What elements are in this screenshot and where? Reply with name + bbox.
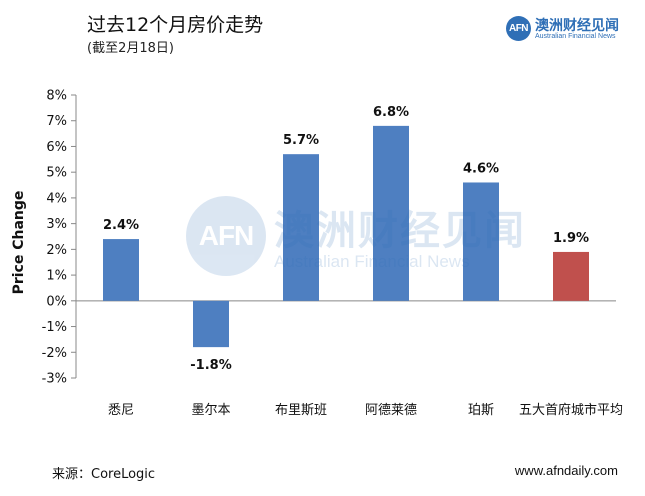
y-tick-label: 7% [46,114,67,129]
x-tick-label: 布里斯班 [275,403,327,418]
data-label: 4.6% [463,161,499,176]
y-tick-label: 0% [46,294,67,309]
bar [463,182,499,300]
x-tick-label: 阿德莱德 [365,403,417,418]
data-label: 1.9% [553,231,589,246]
y-tick-label: 5% [46,166,67,181]
y-tick-label: 4% [46,191,67,206]
y-tick-label: 1% [46,269,67,284]
x-tick-label: 墨尔本 [191,403,230,418]
data-label: 6.8% [373,105,409,120]
y-tick-label: -2% [42,346,67,361]
x-tick-label: 五大首府城市平均 [519,402,623,418]
bar [373,126,409,301]
bar [193,301,229,347]
data-label: 5.7% [283,133,319,148]
y-tick-label: -1% [42,320,67,335]
y-tick-label: 3% [46,217,67,232]
x-tick-label: 悉尼 [108,403,134,418]
bar [103,239,139,301]
source-label: 来源：CoreLogic [52,463,155,482]
website-label: www.afndaily.com [515,463,618,478]
y-tick-label: -3% [42,372,67,387]
bar [553,252,589,301]
data-label: 2.4% [103,218,139,233]
x-tick-label: 珀斯 [468,403,494,418]
y-axis-title: Price Change [11,191,27,295]
data-label: -1.8% [190,358,231,373]
y-tick-label: 2% [46,243,67,258]
bar [283,154,319,301]
y-tick-label: 6% [46,140,67,155]
y-tick-label: 8% [46,89,67,104]
